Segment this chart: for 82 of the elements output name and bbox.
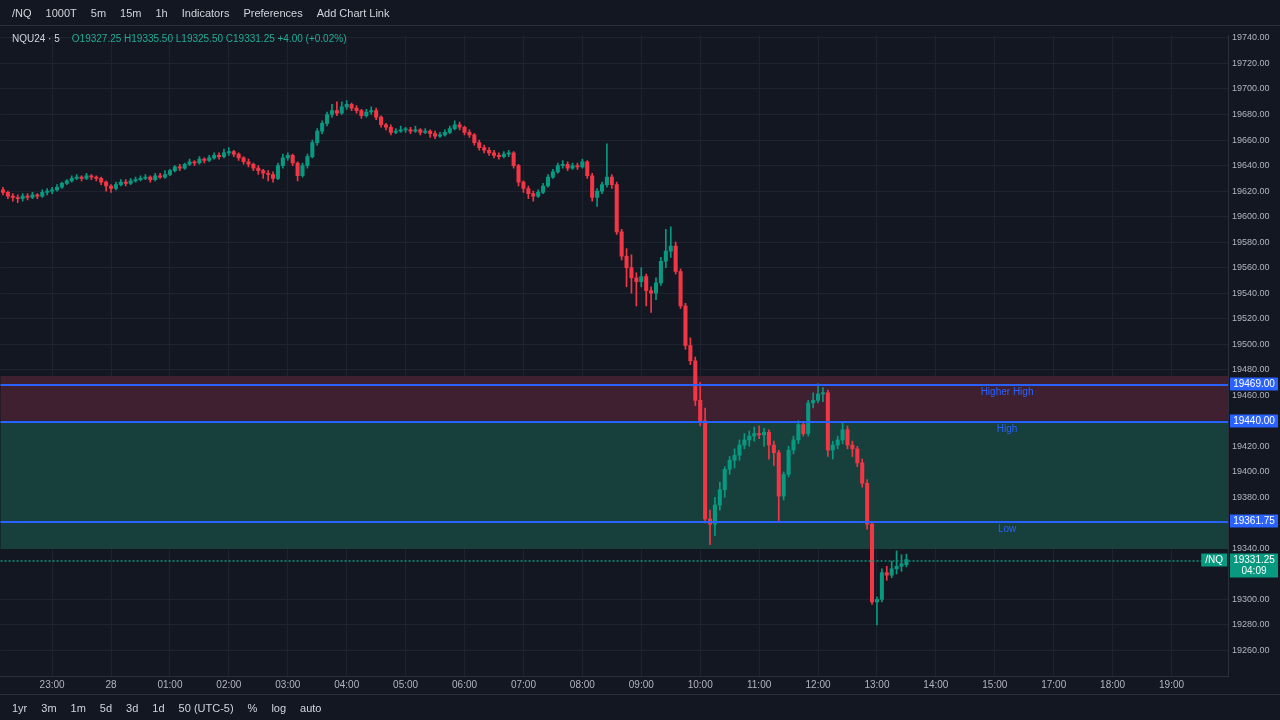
- ref-line-label: High: [996, 423, 1018, 435]
- y-tick-label: 19680.00: [1232, 109, 1270, 119]
- x-tick-label: 19:00: [1159, 678, 1185, 690]
- chart-subtitle: O19327.25 H19335.50 L19325.50 C19331.25 +4.00 (+0.02%): [71, 33, 347, 44]
- text: /NQ: [12, 6, 32, 19]
- x-tick-label: 12:00: [805, 678, 831, 690]
- ref-line-label: /NQ: [1205, 554, 1224, 566]
- y-tick-label: 19380.00: [1232, 491, 1270, 502]
- ref-line-label: Higher High: [980, 386, 1034, 398]
- text: Preferences: [243, 6, 303, 19]
- y-tick-label: 19720.00: [1232, 57, 1270, 68]
- candlestick: [820, 387, 825, 402]
- x-tick-label: 05:00: [393, 678, 419, 690]
- y-tick-label: 19460.00: [1232, 389, 1270, 400]
- x-tick-label: 23:00: [39, 678, 66, 690]
- candlestick: [496, 152, 501, 160]
- text: 3d: [126, 701, 139, 714]
- y-tick-label: 19620.00: [1232, 185, 1270, 196]
- candlestick: [752, 426, 757, 442]
- text: 3m: [41, 701, 57, 714]
- y-tick-label: 19480.00: [1232, 364, 1270, 375]
- y-tick-label: 19540.00: [1232, 287, 1270, 298]
- x-tick-label: 03:00: [275, 678, 301, 690]
- x-tick-label: 07:00: [510, 678, 537, 690]
- text: 5m: [90, 6, 107, 19]
- y-tick-label: 19361.75: [1233, 515, 1276, 527]
- text: 1h: [155, 6, 168, 19]
- text: 04:09: [1241, 565, 1267, 577]
- y-tick-label: 19340.00: [1232, 542, 1270, 553]
- x-tick-label: 06:00: [452, 678, 478, 690]
- text: %: [247, 701, 258, 714]
- x-tick-label: 02:00: [216, 678, 242, 690]
- y-tick-label: 19640.00: [1232, 160, 1270, 171]
- x-tick-label: 18:00: [1100, 678, 1126, 690]
- x-tick-label: 28: [105, 678, 118, 690]
- text: 1d: [152, 701, 165, 714]
- text: 1m: [70, 701, 86, 714]
- y-tick-label: 19420.00: [1232, 440, 1270, 451]
- y-tick-label: 19500.00: [1232, 338, 1270, 349]
- candlestick: [604, 143, 609, 188]
- x-tick-label: 15:00: [982, 678, 1008, 690]
- y-tick-label: 19560.00: [1232, 262, 1270, 273]
- chart-title: NQU24 · 5: [12, 33, 60, 44]
- y-tick-label: 19280.00: [1232, 619, 1270, 630]
- text: 50 (UTC-5): [178, 701, 234, 714]
- y-tick-label: 19440.00: [1233, 415, 1276, 427]
- x-tick-label: 08:00: [569, 678, 596, 690]
- x-tick-label: 09:00: [628, 678, 655, 690]
- y-tick-label: 19600.00: [1232, 211, 1270, 222]
- candlestick: [757, 425, 762, 439]
- x-tick-label: 10:00: [687, 678, 714, 690]
- y-tick-label: 19260.00: [1232, 644, 1270, 655]
- candlestick: [334, 101, 339, 117]
- x-tick-label: 13:00: [864, 678, 890, 690]
- text: Indicators: [181, 6, 230, 19]
- y-tick-label: 19660.00: [1232, 134, 1270, 145]
- candlestick: [811, 392, 816, 409]
- y-tick-label: 19700.00: [1232, 83, 1270, 94]
- text: 1000T: [45, 6, 77, 19]
- ref-line-label: Low: [997, 523, 1017, 535]
- y-tick-label: 19331.25: [1233, 554, 1276, 566]
- x-tick-label: 14:00: [923, 678, 949, 690]
- text: 15m: [120, 6, 142, 19]
- candlestick: [884, 565, 889, 581]
- x-tick-label: 17:00: [1041, 678, 1067, 690]
- candlestick: [217, 152, 222, 160]
- text: 5d: [99, 701, 113, 714]
- y-tick-label: 19300.00: [1232, 593, 1270, 604]
- x-tick-label: 01:00: [157, 678, 183, 690]
- x-tick-label: 04:00: [334, 678, 360, 690]
- y-tick-label: 19469.00: [1233, 378, 1276, 390]
- candlestick: [226, 147, 231, 156]
- text: auto: [300, 701, 322, 714]
- text: log: [271, 701, 287, 714]
- text: 1yr: [12, 701, 28, 714]
- y-tick-label: 19740.00: [1232, 32, 1270, 43]
- text: Add Chart Link: [316, 6, 390, 19]
- x-tick-label: 11:00: [746, 678, 772, 690]
- y-tick-label: 19400.00: [1232, 466, 1270, 477]
- y-tick-label: 19580.00: [1232, 236, 1270, 247]
- candlestick: [761, 428, 767, 447]
- y-tick-label: 19520.00: [1232, 313, 1270, 324]
